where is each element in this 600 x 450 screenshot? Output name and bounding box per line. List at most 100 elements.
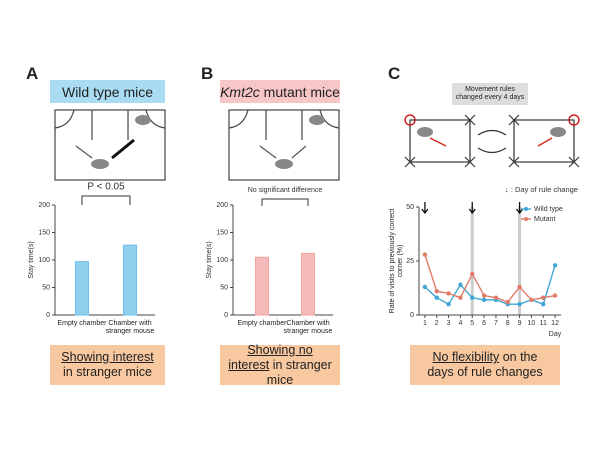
legend-marker: [524, 217, 528, 221]
y-tick-label: 150: [216, 229, 228, 236]
x-tick-label: 1: [423, 320, 427, 327]
x-tick-label: Chamber with stranger mouse: [105, 320, 155, 335]
x-tick-label: 10: [528, 320, 536, 327]
significance-bracket: [81, 195, 131, 205]
y-tick-label: 25: [406, 258, 414, 265]
y-tick-label: 200: [38, 202, 50, 209]
caption: No flexibility on the days of rule chang…: [410, 345, 560, 385]
caption-emphasis: No flexibility: [432, 350, 500, 364]
y-tick-label: 0: [224, 312, 228, 319]
x-tick-label: 9: [518, 320, 522, 327]
legend-marker: [524, 207, 528, 211]
caption: Showing no interest in stranger mice: [220, 342, 340, 387]
data-point: [422, 252, 428, 257]
data-point: [505, 299, 510, 305]
data-point: [552, 263, 558, 268]
y-axis-label: Stay time(s): [28, 241, 35, 278]
caption-emphasis: Showing no interest: [228, 342, 313, 372]
data-point: [470, 271, 475, 277]
data-point: [446, 302, 451, 307]
mouse-icons: [91, 115, 151, 169]
y-tick-label: 0: [46, 312, 50, 319]
data-point: [541, 295, 546, 300]
data-point: [458, 282, 463, 287]
x-tick-label: Empty chamber: [57, 320, 107, 327]
x-tick-label: 7: [494, 320, 498, 327]
bar: [123, 244, 137, 316]
x-tick-label: 6: [482, 320, 486, 327]
rule-change-legend: ↓ : Day of rule change: [505, 185, 578, 194]
arena-diagram: [54, 109, 166, 181]
bar: [301, 252, 315, 316]
significance-bracket: [261, 198, 309, 206]
arrows: [259, 145, 307, 159]
data-point: [529, 297, 534, 303]
x-tick-label: 4: [458, 320, 462, 327]
arena-diagram: [228, 109, 340, 181]
rule-change-arrow: [468, 202, 476, 215]
annotation: P < 0.05: [87, 182, 125, 193]
data-point: [434, 295, 439, 300]
y-tick-label: 50: [42, 284, 50, 291]
x-tick-label: 12: [551, 320, 559, 327]
x-tick-label: Empty chamber: [237, 320, 287, 327]
x-tick-label: 3: [447, 320, 451, 327]
data-point: [517, 302, 522, 307]
data-point: [481, 293, 487, 298]
heading-text: mutant mice: [263, 83, 340, 100]
y-tick-label: 100: [38, 257, 50, 264]
caption: Showing interest in stranger mice: [50, 345, 165, 385]
y-axis-label: Rate of visits to previously correct cor…: [389, 208, 404, 314]
rule-change-arrow: [421, 202, 429, 215]
data-point: [541, 302, 546, 307]
data-point: [434, 289, 439, 294]
caption-text: in stranger mice: [63, 365, 152, 379]
x-tick-label: Chamber with stranger mouse: [283, 320, 333, 335]
legend-label: Mutant: [534, 216, 555, 223]
corner-diagram: [404, 114, 580, 168]
bar: [255, 256, 269, 316]
data-point: [493, 295, 499, 300]
data-point: [470, 295, 475, 300]
y-tick-label: 50: [406, 204, 414, 211]
gene-name: Kmt2c: [220, 83, 260, 100]
panel-label: A: [26, 64, 39, 83]
rule-change-arrow: [516, 202, 524, 215]
data-point: [481, 297, 487, 303]
mouse-icons: [275, 115, 325, 169]
bar: [75, 261, 89, 316]
arrows: [75, 138, 135, 160]
y-axis-label: Stay time(s): [206, 241, 213, 278]
data-point: [458, 295, 463, 300]
data-point: [517, 284, 522, 290]
rule-change-band: [518, 207, 522, 315]
x-tick-label: 2: [435, 320, 439, 327]
y-tick-label: 150: [38, 229, 50, 236]
data-point: [446, 291, 451, 296]
x-axis-label: Day: [549, 331, 562, 338]
legend-label: Wild type: [534, 206, 563, 213]
caption-emphasis: Showing interest: [61, 350, 154, 364]
panel-heading: Wild type mice: [50, 80, 165, 103]
series-line: [424, 265, 556, 306]
series-line: [424, 254, 556, 303]
mouse-icons: [417, 127, 566, 137]
rule-note: Movement rules changed every 4 days: [452, 83, 528, 105]
x-tick-label: 8: [506, 320, 510, 327]
y-tick-label: 200: [216, 202, 228, 209]
data-point: [422, 284, 428, 290]
data-point: [552, 293, 558, 298]
x-tick-label: 5: [470, 320, 474, 327]
caption-text: in stranger mice: [266, 357, 332, 387]
y-tick-label: 50: [220, 284, 228, 291]
arrows: [429, 137, 553, 147]
panel-label: C: [388, 64, 401, 83]
x-tick-label: 11: [540, 320, 547, 327]
panel-label: B: [201, 64, 214, 83]
rule-change-band: [470, 207, 474, 315]
y-tick-label: 0: [410, 312, 414, 319]
panel-heading: Kmt2c mutant mice: [220, 80, 340, 103]
annotation: No significant difference: [248, 187, 323, 194]
